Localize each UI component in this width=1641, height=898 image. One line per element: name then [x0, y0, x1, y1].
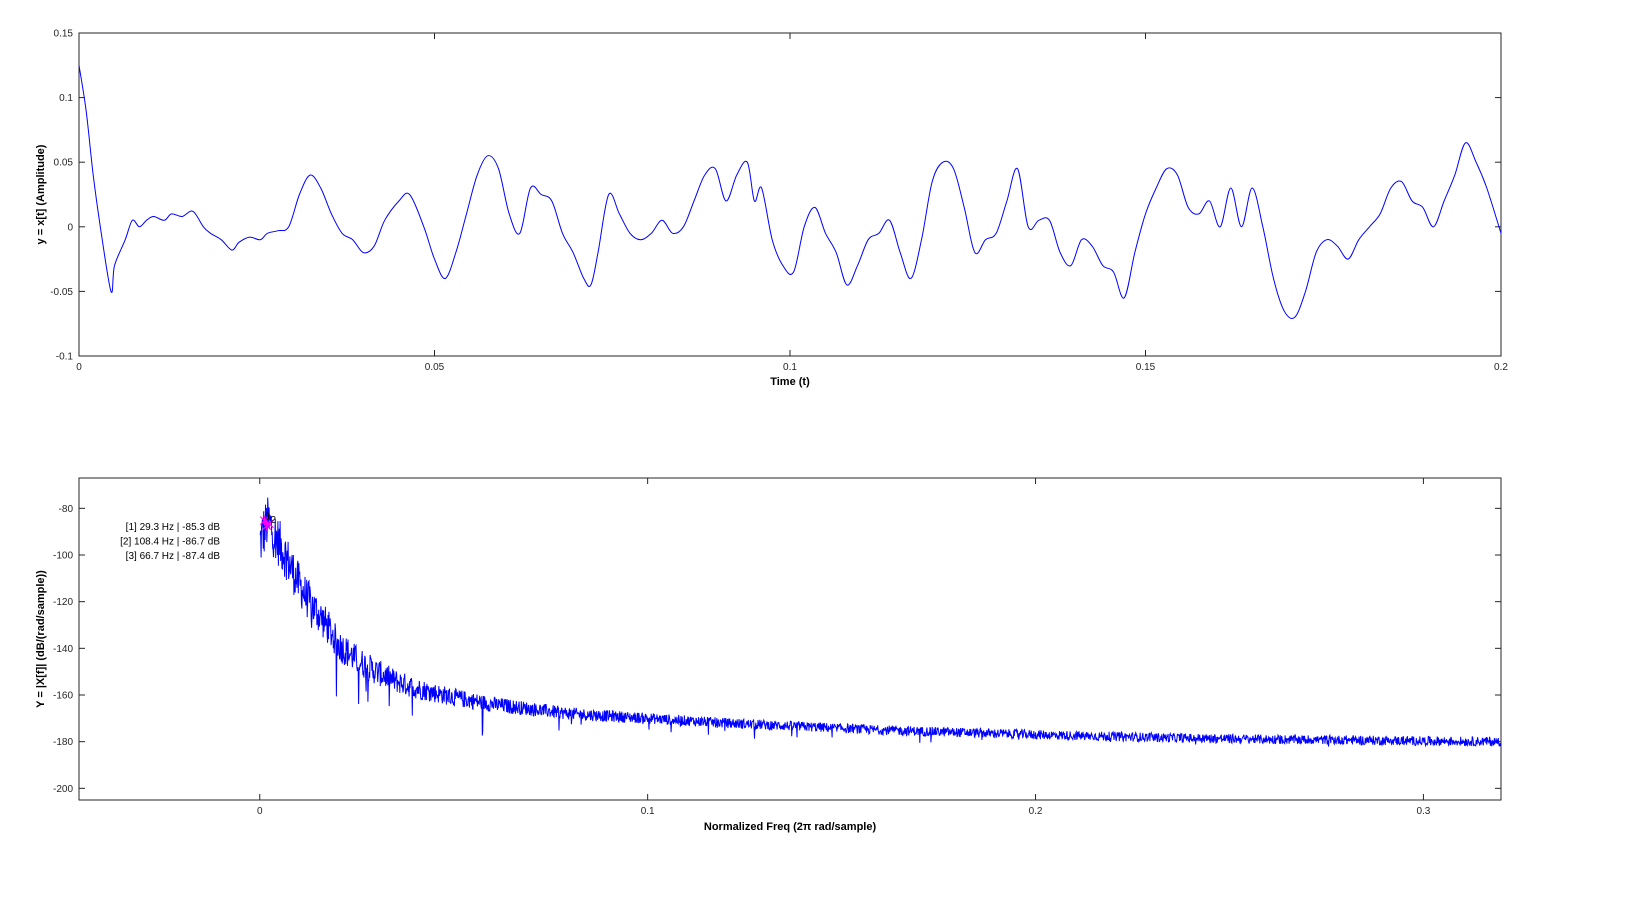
x-tick-label: 0.1: [641, 806, 655, 817]
spectrum-plot-ticks: 0 0.1 0.2 0.3 -200 -180 -160 -140 -120 -100 -80: [53, 478, 1501, 817]
peak-marker: [262, 520, 272, 531]
peak-marker-label: 1: [265, 512, 271, 523]
x-tick-label: 0.3: [1416, 806, 1430, 817]
y-tick-label: -200: [53, 784, 73, 795]
time-plot-xlabel: Time (t): [770, 376, 810, 388]
x-tick-label: 0.1: [783, 362, 797, 373]
peak-annotations: [1] 29.3 Hz | -85.3 dB [2] 108.4 Hz | -8…: [120, 522, 220, 562]
spectrum-plot-xlabel: Normalized Freq (2π rad/sample): [704, 821, 877, 833]
peak-annotation: [3] 66.7 Hz | -87.4 dB: [126, 551, 221, 562]
x-tick-label: 0.2: [1494, 362, 1508, 373]
y-tick-label: -120: [53, 597, 73, 608]
y-tick-label: -160: [53, 691, 73, 702]
x-tick-label: 0.2: [1029, 806, 1043, 817]
y-tick-label: -180: [53, 737, 73, 748]
spectrum-series-line: [259, 497, 1502, 748]
x-tick-label: 0.05: [425, 362, 445, 373]
peak-annotation: [1] 29.3 Hz | -85.3 dB: [126, 522, 221, 533]
peak-annotation: [2] 108.4 Hz | -86.7 dB: [120, 537, 220, 548]
time-series-line: [78, 65, 1502, 319]
y-tick-label: -100: [53, 551, 73, 562]
y-tick-label: 0.05: [54, 158, 74, 169]
y-tick-label: -80: [59, 504, 74, 515]
time-plot-ylabel: y = x[t] (Amplitude): [35, 144, 47, 244]
x-tick-label: 0: [76, 362, 82, 373]
y-tick-label: -0.1: [56, 352, 74, 363]
y-tick-label: -0.05: [50, 287, 73, 298]
x-tick-label: 0.15: [1136, 362, 1156, 373]
y-tick-label: -140: [53, 644, 73, 655]
spectrum-plot-ylabel: Y = |X[f]| (dB/(rad/sample)): [35, 570, 47, 708]
y-tick-label: 0.1: [59, 93, 73, 104]
time-plot: 0 0.05 0.1 0.15 0.2 -0.1 -0.05 0 0.05 0.1 0.15 Tim…: [35, 29, 1508, 389]
x-tick-label: 0: [257, 806, 263, 817]
y-tick-label: 0: [67, 222, 73, 233]
time-plot-box: [78, 32, 1502, 357]
y-tick-label: 0.15: [54, 29, 74, 40]
spectrum-plot-box: [78, 477, 1502, 801]
peak-marker-label: 2: [270, 515, 276, 526]
time-plot-ticks: 0 0.05 0.1 0.15 0.2 -0.1 -0.05 0 0.05 0.1 0.15: [50, 29, 1508, 374]
